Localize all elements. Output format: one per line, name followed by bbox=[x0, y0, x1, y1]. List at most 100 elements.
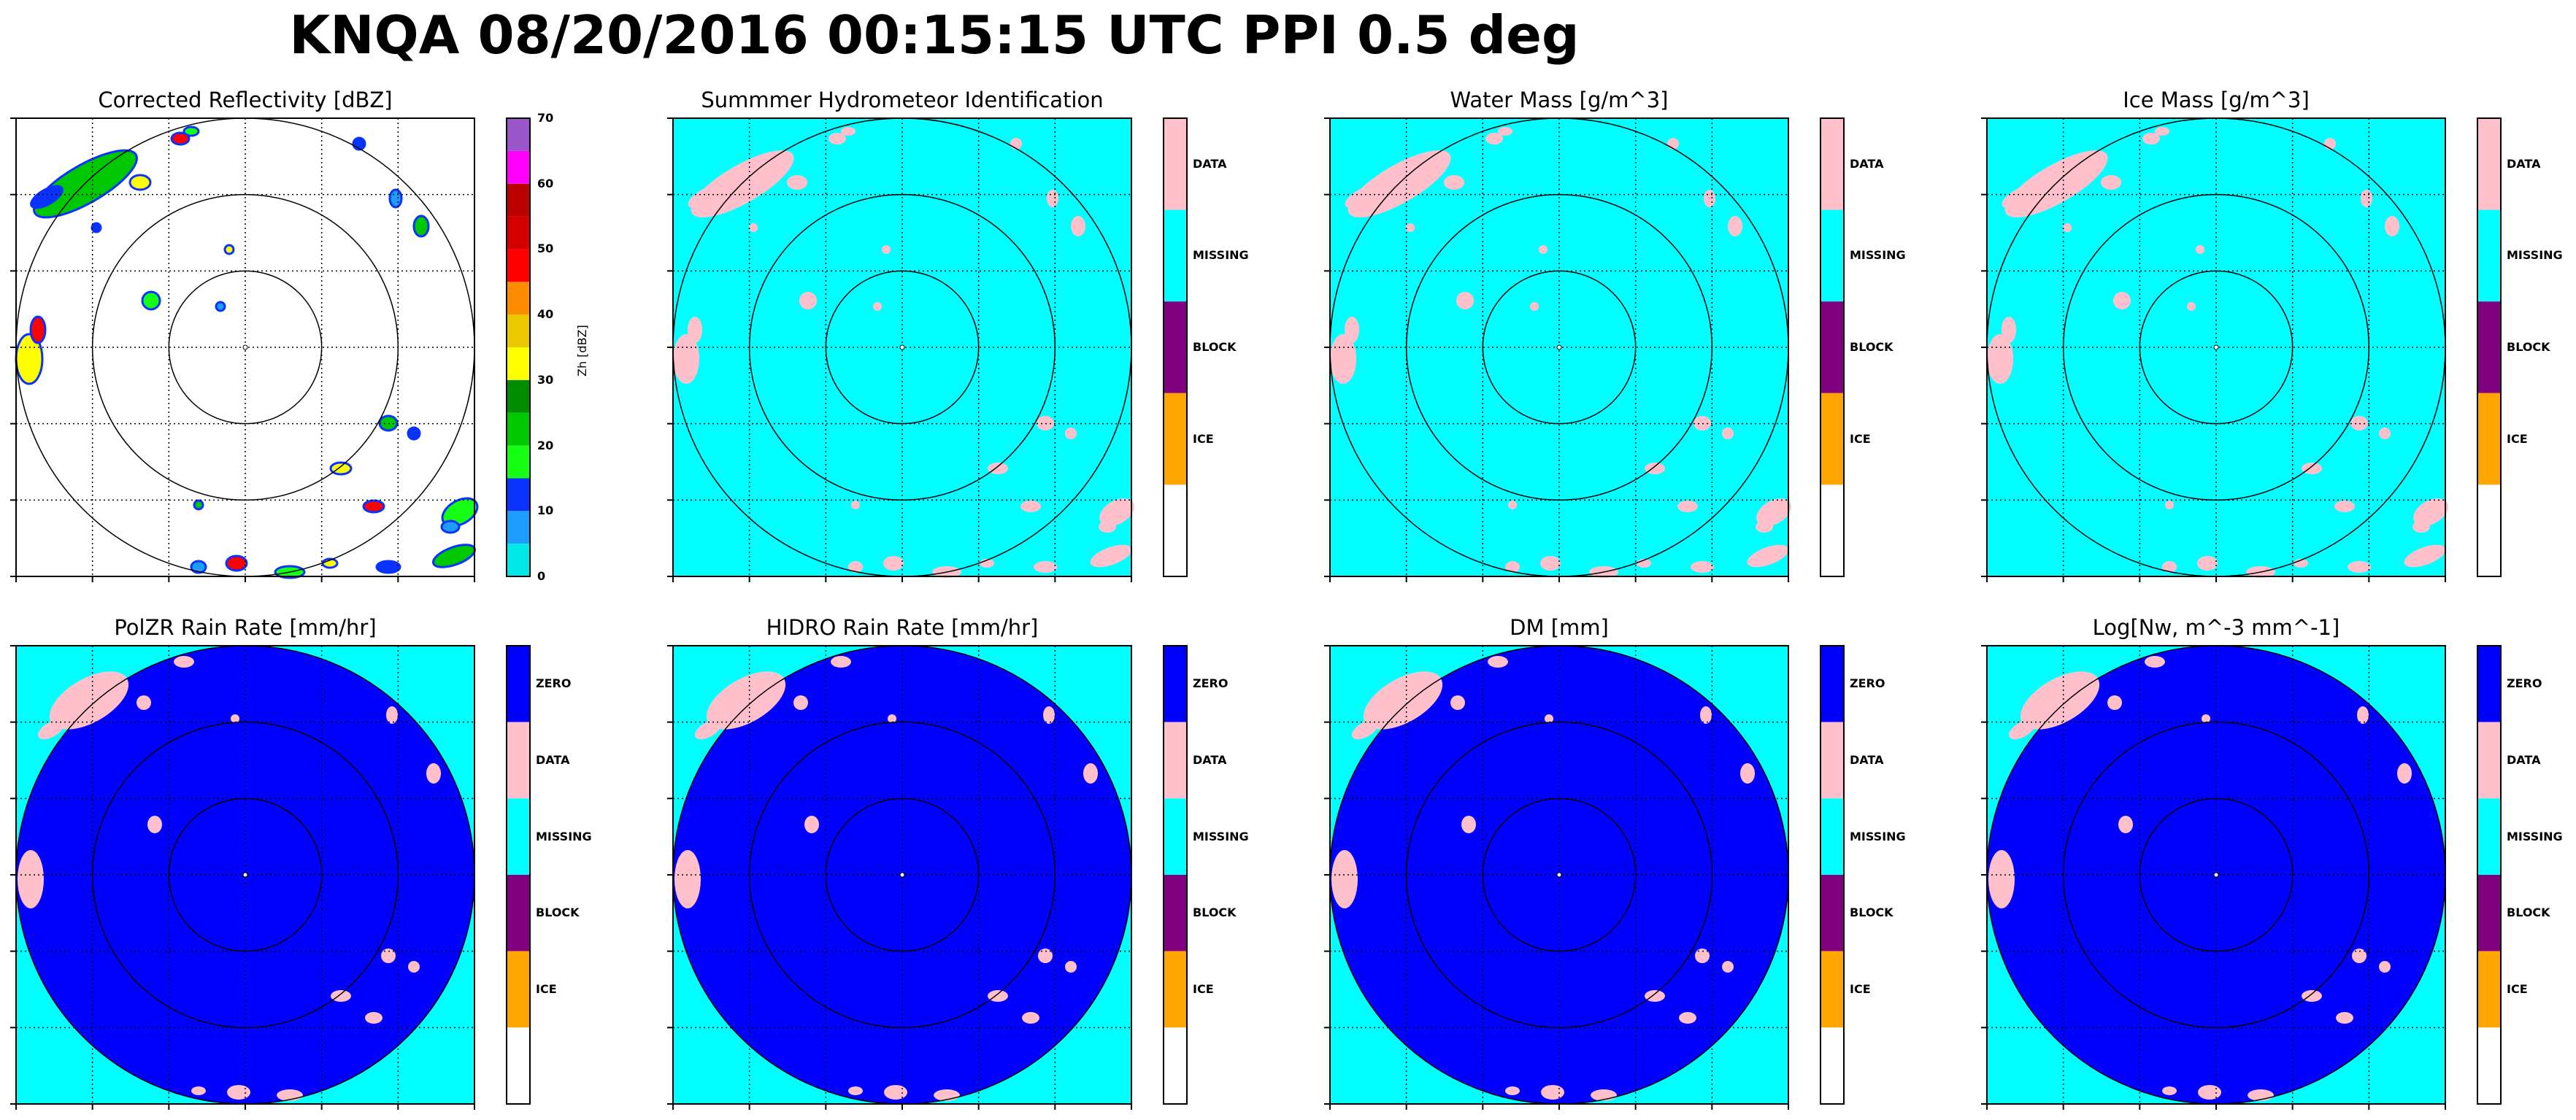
colorbar-category-label: MISSING bbox=[1193, 829, 1249, 843]
colorbar-category-label: DATA bbox=[536, 753, 570, 767]
echo-region bbox=[873, 302, 882, 311]
colorbar-segment bbox=[507, 544, 530, 576]
echo-region bbox=[882, 245, 891, 254]
colorbar-segment bbox=[2477, 722, 2501, 799]
radar-plot bbox=[10, 117, 479, 582]
colorbar-segment bbox=[507, 722, 530, 799]
colorbar-segment bbox=[507, 314, 530, 347]
echo-region bbox=[223, 244, 235, 255]
echo-region bbox=[988, 990, 1008, 1002]
echo-region bbox=[412, 215, 430, 238]
colorbar-segment bbox=[507, 216, 530, 250]
colorbar-segment bbox=[507, 282, 530, 315]
echo-region bbox=[883, 556, 904, 571]
colorbar-category-label: MISSING bbox=[2507, 248, 2563, 263]
colorbar-category-label: MISSING bbox=[536, 829, 592, 843]
colorbar-category-label: ICE bbox=[1193, 982, 1214, 996]
range-ring bbox=[2062, 721, 2370, 1029]
colorbar-segment bbox=[1164, 951, 1187, 1028]
echo-region bbox=[1065, 428, 1077, 439]
echo-region bbox=[1539, 245, 1547, 254]
colorbar-segment bbox=[1820, 301, 1844, 393]
echo-region bbox=[1505, 561, 1520, 573]
echo-region bbox=[851, 501, 860, 509]
echo-region bbox=[1728, 216, 1742, 236]
colorbar-segment bbox=[1164, 1027, 1187, 1104]
colorbar-segment bbox=[2477, 646, 2501, 722]
colorbar-category-label: DATA bbox=[2507, 156, 2541, 171]
echo-region bbox=[2008, 719, 2036, 740]
colorbar-category-label: BLOCK bbox=[2507, 340, 2550, 354]
echo-region bbox=[29, 315, 47, 344]
echo-region bbox=[386, 706, 398, 724]
echo-region bbox=[2196, 245, 2204, 254]
echo-region bbox=[388, 188, 403, 209]
echo-region bbox=[2162, 1086, 2177, 1095]
echo-region bbox=[1498, 127, 1512, 136]
echo-region bbox=[2063, 223, 2072, 232]
colorbar bbox=[1820, 645, 1845, 1105]
colorbar-segment bbox=[507, 249, 530, 282]
colorbar-segment bbox=[507, 347, 530, 380]
echo-region bbox=[1645, 990, 1665, 1002]
echo-region bbox=[1987, 334, 2013, 384]
echo-region bbox=[1740, 763, 1755, 784]
colorbar-tick-label: 0 bbox=[537, 569, 546, 583]
echo-region bbox=[362, 499, 385, 514]
echo-region bbox=[1756, 521, 1773, 533]
colorbar-category-label: ICE bbox=[536, 982, 557, 996]
colorbar bbox=[506, 117, 531, 577]
echo-region bbox=[1756, 498, 1791, 526]
echo-region bbox=[1488, 656, 1508, 668]
echo-region bbox=[841, 127, 856, 136]
echo-region bbox=[331, 990, 351, 1002]
colorbar-segment bbox=[1164, 118, 1187, 210]
colorbar bbox=[2477, 645, 2502, 1105]
radar-plot bbox=[1981, 117, 2448, 582]
range-ring bbox=[748, 193, 1056, 501]
echo-region bbox=[1541, 1085, 1564, 1100]
echo-region bbox=[1695, 949, 1710, 963]
colorbar-category-label: ICE bbox=[2507, 982, 2528, 996]
echo-region bbox=[2352, 949, 2367, 963]
colorbar-segment bbox=[1820, 209, 1844, 302]
echo-region bbox=[2361, 190, 2372, 207]
colorbar-category-label: DATA bbox=[2507, 753, 2541, 767]
radar-plot bbox=[1324, 645, 1789, 1110]
echo-region bbox=[848, 1086, 863, 1095]
colorbar-segment bbox=[2477, 484, 2501, 576]
echo-region bbox=[1099, 498, 1134, 526]
echo-region bbox=[426, 763, 441, 784]
echo-region bbox=[1065, 961, 1077, 973]
echo-region bbox=[2197, 556, 2218, 571]
echo-region bbox=[2155, 127, 2169, 136]
panel-title: Summmer Hydrometeor Identification bbox=[701, 88, 1104, 112]
colorbar-segment bbox=[507, 478, 530, 511]
colorbar-category-label: MISSING bbox=[1850, 248, 1906, 263]
echo-region bbox=[174, 656, 194, 668]
echo-region bbox=[1540, 556, 1561, 571]
colorbar-axis-label: Zh [dBZ] bbox=[575, 325, 589, 376]
figure-title: KNQA 08/20/2016 00:15:15 UTC PPI 0.5 deg bbox=[289, 4, 1580, 66]
colorbar-segment bbox=[507, 646, 530, 722]
range-ring bbox=[825, 797, 980, 952]
echo-region bbox=[1444, 175, 1464, 190]
colorbar-tick-label: 30 bbox=[537, 372, 554, 387]
echo-region bbox=[787, 175, 807, 190]
range-ring bbox=[1482, 270, 1637, 425]
echo-region bbox=[1747, 544, 1789, 568]
echo-region bbox=[2336, 1012, 2353, 1024]
colorbar-segment bbox=[1820, 722, 1844, 799]
echo-region bbox=[674, 850, 701, 908]
panel-title: Log[Nw, m^-3 mm^-1] bbox=[2092, 615, 2340, 640]
colorbar-segment bbox=[1164, 484, 1187, 576]
echo-region bbox=[1530, 302, 1539, 311]
echo-region bbox=[2302, 463, 2322, 474]
colorbar-frame bbox=[2477, 645, 2502, 1105]
colorbar-segment bbox=[1164, 722, 1187, 799]
colorbar-segment bbox=[2477, 393, 2501, 485]
colorbar-segment bbox=[1164, 209, 1187, 302]
echo-region bbox=[182, 125, 200, 137]
colorbar-segment bbox=[2477, 1027, 2501, 1104]
echo-region bbox=[2107, 695, 2122, 710]
